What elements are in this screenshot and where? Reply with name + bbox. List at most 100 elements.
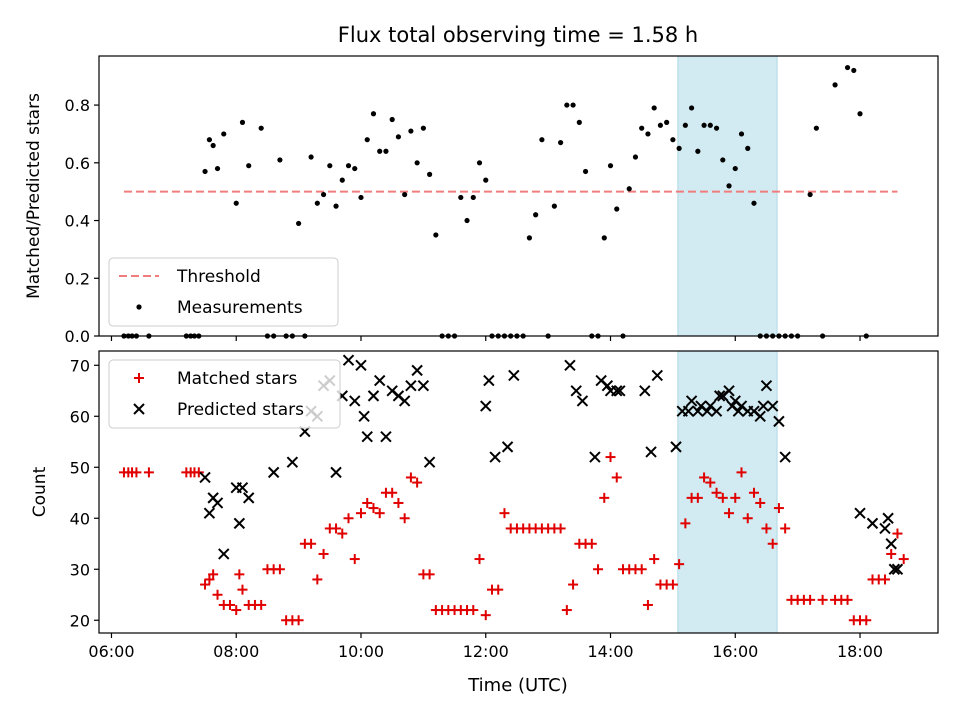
axes-frame (98, 350, 939, 634)
measurement-point (214, 165, 221, 172)
matched-point (208, 569, 219, 580)
measurement-point (427, 171, 433, 177)
predicted-point (645, 446, 657, 458)
predicted-point (773, 415, 785, 428)
matched-point (892, 528, 903, 539)
measurement-point (308, 154, 314, 160)
predicted-point (879, 522, 891, 535)
predicted-point (639, 385, 651, 397)
matched-point (331, 523, 342, 534)
measurement-point (551, 203, 557, 209)
matched-point (742, 513, 753, 524)
matched-point (256, 599, 267, 610)
legend-box (108, 359, 341, 429)
measurement-point (570, 102, 576, 108)
matched-point (711, 487, 722, 498)
matched-point (730, 492, 741, 503)
matched-point (736, 467, 747, 478)
measurement-point (239, 119, 246, 125)
measurement-point (370, 111, 377, 117)
predicted-point (651, 369, 664, 382)
matched-point (611, 472, 622, 483)
predicted-point (233, 517, 246, 530)
measurement-point (645, 131, 651, 137)
matched-point (586, 538, 597, 549)
predicted-point (501, 441, 514, 453)
matched-point (234, 569, 245, 580)
legend-predicted-handle (133, 403, 145, 415)
predicted-point (732, 405, 745, 417)
measurement-point (533, 212, 539, 218)
matched-point (387, 487, 398, 498)
measurement-point (258, 125, 264, 131)
matched-point (680, 518, 691, 529)
measurement-point (614, 206, 620, 212)
matched-point (748, 487, 759, 498)
measurement-point (352, 165, 358, 172)
x-tick-label: 16:00 (712, 642, 758, 661)
measurement-point (564, 102, 570, 108)
predicted-point (570, 385, 582, 397)
predicted-point (682, 405, 695, 417)
predicted-point (380, 430, 392, 443)
predicted-point (349, 395, 361, 407)
measurement-point (857, 111, 863, 117)
measurement-point (657, 122, 664, 128)
chart-title: Flux total observing time = 1.58 h (338, 23, 698, 47)
predicted-point (854, 507, 866, 519)
matched-point (468, 605, 479, 616)
matched-point (692, 492, 703, 503)
measurement-point (233, 200, 239, 206)
predicted-point (267, 466, 280, 479)
x-tick-label: 14:00 (587, 642, 633, 661)
measurement-point (433, 232, 439, 238)
matched-point (349, 554, 360, 565)
matched-point (555, 523, 566, 534)
predicted-point (564, 359, 576, 371)
series-matched-stars (118, 452, 909, 626)
measurement-point (277, 157, 283, 163)
matched-point (724, 508, 735, 519)
matched-point (667, 579, 678, 590)
y-tick-label: 0.8 (65, 96, 90, 115)
measurement-point (713, 125, 720, 131)
measurement-point (851, 67, 857, 74)
matched-point (755, 497, 766, 508)
predicted-point (754, 410, 766, 422)
matched-point (480, 610, 491, 621)
matched-point (224, 599, 235, 610)
predicted-point (779, 451, 791, 463)
predicted-point (480, 400, 492, 412)
predicted-point (713, 390, 726, 402)
legend-label: Matched stars (177, 369, 297, 389)
measurement-point (345, 163, 352, 169)
matched-point (717, 492, 728, 503)
measurement-point (639, 125, 645, 131)
predicted-point (483, 374, 495, 387)
predicted-point (398, 395, 411, 407)
matched-point (674, 559, 685, 570)
x-tick-label: 08:00 (213, 642, 259, 661)
measurement-point (670, 137, 676, 143)
measurement-point (539, 137, 545, 143)
matched-point (561, 605, 572, 616)
measurement-point (844, 64, 851, 71)
measurement-point (558, 139, 564, 146)
matched-point (424, 569, 435, 580)
measurement-point (807, 191, 813, 198)
measurement-point (582, 168, 589, 175)
predicted-point (882, 512, 894, 524)
predicted-point (866, 517, 879, 530)
measurement-point (389, 116, 395, 123)
matched-point (493, 584, 504, 595)
predicted-point (723, 385, 735, 397)
matched-point (605, 452, 616, 463)
matched-point (193, 467, 204, 478)
y-tick-label: 70 (70, 356, 90, 375)
legend: Threshold Measurements (108, 257, 339, 327)
legend: Matched stars Predicted stars (108, 359, 341, 429)
matched-point (231, 605, 242, 616)
measurement-point (314, 200, 320, 206)
matched-point (767, 538, 778, 549)
matched-point (143, 467, 154, 478)
